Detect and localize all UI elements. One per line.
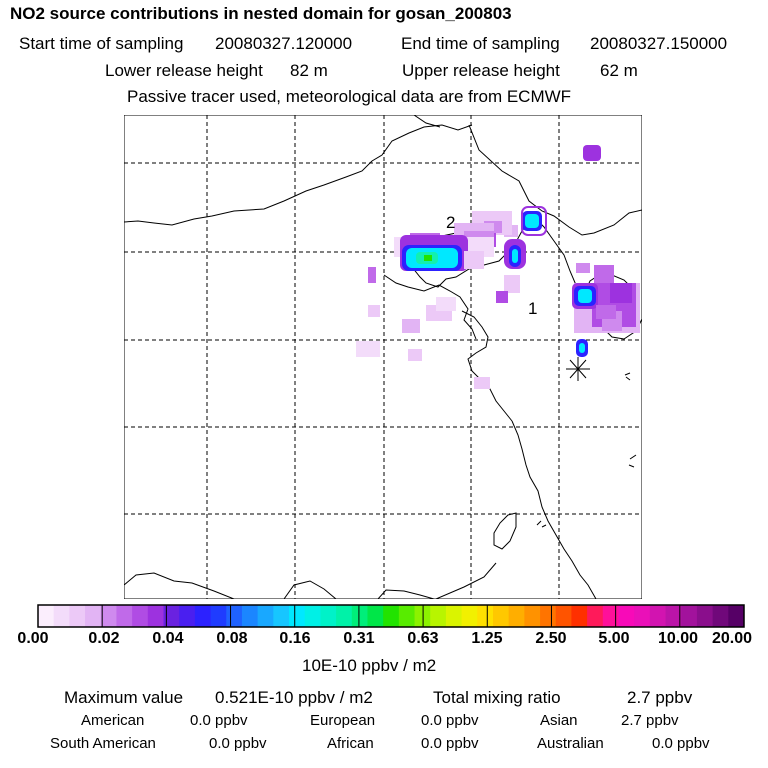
lower-height-label: Lower release height xyxy=(105,61,263,80)
contribution-cells xyxy=(356,145,640,389)
colorbar-tick-label: 10.00 xyxy=(657,630,699,647)
colorbar-swatch xyxy=(555,605,572,627)
source-label-1: 1 xyxy=(528,299,537,318)
colorbar-swatch xyxy=(477,605,494,627)
colorbar-swatch xyxy=(179,605,196,627)
colorbar-swatch xyxy=(147,605,165,627)
asian-label: Asian xyxy=(540,712,578,729)
asterisk-icon xyxy=(566,357,590,381)
colorbar-tick-label: 1.25 xyxy=(471,630,503,647)
colorbar-swatch xyxy=(273,605,290,627)
colorbar-swatch xyxy=(681,605,698,627)
start-time-value: 20080327.120000 xyxy=(215,34,353,53)
colorbar-tick-label: 0.00 xyxy=(17,630,49,647)
colorbar-swatch xyxy=(571,605,588,627)
colorbar-tick-label: 0.63 xyxy=(407,630,439,647)
colorbar-swatch xyxy=(508,605,525,627)
colorbar-swatch xyxy=(100,605,117,627)
colorbar-swatch xyxy=(367,605,384,627)
tracer-note: Passive tracer used, meteorological data… xyxy=(127,87,572,106)
colorbar-swatch xyxy=(540,605,557,627)
start-time-label: Start time of sampling xyxy=(19,34,184,53)
colorbar-swatch xyxy=(336,605,353,627)
australian-value: 0.0 ppbv xyxy=(652,735,710,752)
colorbar-tick-label: 5.00 xyxy=(598,630,630,647)
australian-label: Australian xyxy=(537,735,604,752)
end-time-label: End time of sampling xyxy=(401,34,560,53)
colorbar-swatch xyxy=(351,605,368,627)
colorbar-tick-label: 0.08 xyxy=(216,630,248,647)
colorbar-swatch xyxy=(649,605,667,627)
colorbar-swatch xyxy=(492,605,510,627)
colorbar-swatch xyxy=(587,605,604,627)
colorbar-tick-label: 2.50 xyxy=(535,630,567,647)
colorbar-frame xyxy=(37,604,745,628)
colorbar-unit: 10E-10 ppbv / m2 xyxy=(302,656,437,675)
colorbar-swatch xyxy=(257,605,274,627)
colorbar-swatch xyxy=(53,605,70,627)
colorbar-swatch xyxy=(116,605,133,627)
african-label: African xyxy=(327,735,374,752)
african-value: 0.0 ppbv xyxy=(421,735,479,752)
total-mixing-label: Total mixing ratio xyxy=(433,688,561,707)
colorbar-tick-label: 20.00 xyxy=(711,630,753,647)
colorbar-tick-label: 0.16 xyxy=(279,630,311,647)
colorbar-swatch xyxy=(430,605,447,627)
colorbar-swatch xyxy=(398,605,416,627)
south-american-label: South American xyxy=(50,735,156,752)
colorbar-swatch xyxy=(712,605,729,627)
total-mixing-value: 2.7 ppbv xyxy=(627,688,693,707)
colorbar-swatch xyxy=(241,605,259,627)
american-value: 0.0 ppbv xyxy=(190,712,248,729)
map-title: NO2 source contributions in nested domai… xyxy=(10,4,512,23)
colorbar-swatch xyxy=(618,605,635,627)
european-label: European xyxy=(310,712,376,729)
colorbar-swatch xyxy=(69,605,86,627)
colorbar-swatch xyxy=(665,605,682,627)
colorbar-swatch xyxy=(226,605,243,627)
colorbar-swatch xyxy=(445,605,463,627)
colorbar-swatch xyxy=(461,605,478,627)
source-label-2: 2 xyxy=(446,213,455,232)
upper-height-label: Upper release height xyxy=(402,61,560,80)
colorbar-swatch xyxy=(602,605,619,627)
colorbar-swatch xyxy=(696,605,714,627)
colorbar-swatch xyxy=(634,605,651,627)
end-time-value: 20080327.150000 xyxy=(590,34,728,53)
south-american-value: 0.0 ppbv xyxy=(209,735,267,752)
cell-ne-spot xyxy=(583,145,601,161)
upper-height-value: 62 m xyxy=(600,61,638,80)
colorbar-swatch xyxy=(289,605,306,627)
colorbar-swatch xyxy=(194,605,212,627)
colorbar-swatch xyxy=(85,605,102,627)
max-value-label: Maximum value xyxy=(64,688,184,707)
european-value: 0.0 ppbv xyxy=(421,712,479,729)
colorbar-tick-label: 0.04 xyxy=(152,630,184,647)
colorbar-swatch xyxy=(163,605,180,627)
colorbar-swatch xyxy=(320,605,337,627)
map-frame xyxy=(124,115,642,599)
colorbar-swatch xyxy=(132,605,149,627)
colorbar-swatch xyxy=(304,605,321,627)
colorbar-swatch xyxy=(728,605,745,627)
lower-height-value: 82 m xyxy=(290,61,328,80)
max-value: 0.521E-10 ppbv / m2 xyxy=(215,688,373,707)
colorbar xyxy=(37,604,745,628)
source-contribution-map: 2 1 xyxy=(124,115,642,599)
colorbar-swatch xyxy=(524,605,541,627)
asian-value: 2.7 ppbv xyxy=(621,712,679,729)
american-label: American xyxy=(81,712,145,729)
colorbar-swatch xyxy=(383,605,400,627)
colorbar-swatch xyxy=(210,605,227,627)
colorbar-swatch xyxy=(38,605,55,627)
colorbar-tick-label: 0.31 xyxy=(343,630,375,647)
colorbar-tick-label: 0.02 xyxy=(88,630,120,647)
